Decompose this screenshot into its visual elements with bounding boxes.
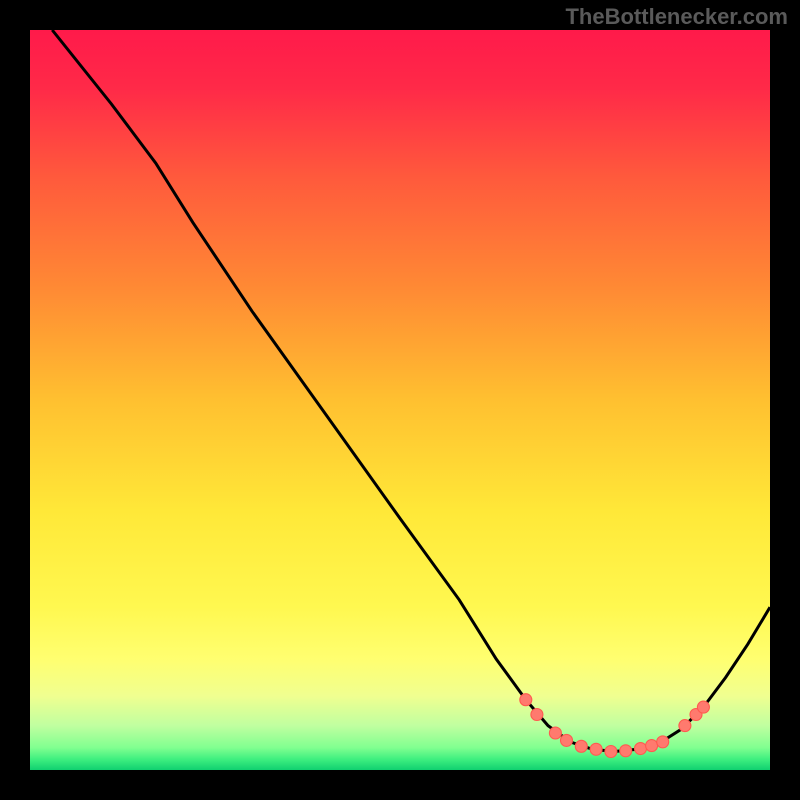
- marker-point: [679, 720, 691, 732]
- marker-point: [657, 736, 669, 748]
- curve-layer: [30, 30, 770, 770]
- chart-container: TheBottlenecker.com: [0, 0, 800, 800]
- marker-point: [605, 745, 617, 757]
- bottleneck-curve: [52, 30, 770, 752]
- watermark-text: TheBottlenecker.com: [565, 4, 788, 30]
- marker-point: [620, 745, 632, 757]
- marker-point: [697, 701, 709, 713]
- marker-point: [646, 740, 658, 752]
- marker-point: [520, 694, 532, 706]
- marker-point: [531, 708, 543, 720]
- marker-point: [560, 734, 572, 746]
- marker-point: [575, 740, 587, 752]
- plot-area: [30, 30, 770, 770]
- marker-point: [590, 743, 602, 755]
- marker-point: [634, 743, 646, 755]
- marker-point: [549, 727, 561, 739]
